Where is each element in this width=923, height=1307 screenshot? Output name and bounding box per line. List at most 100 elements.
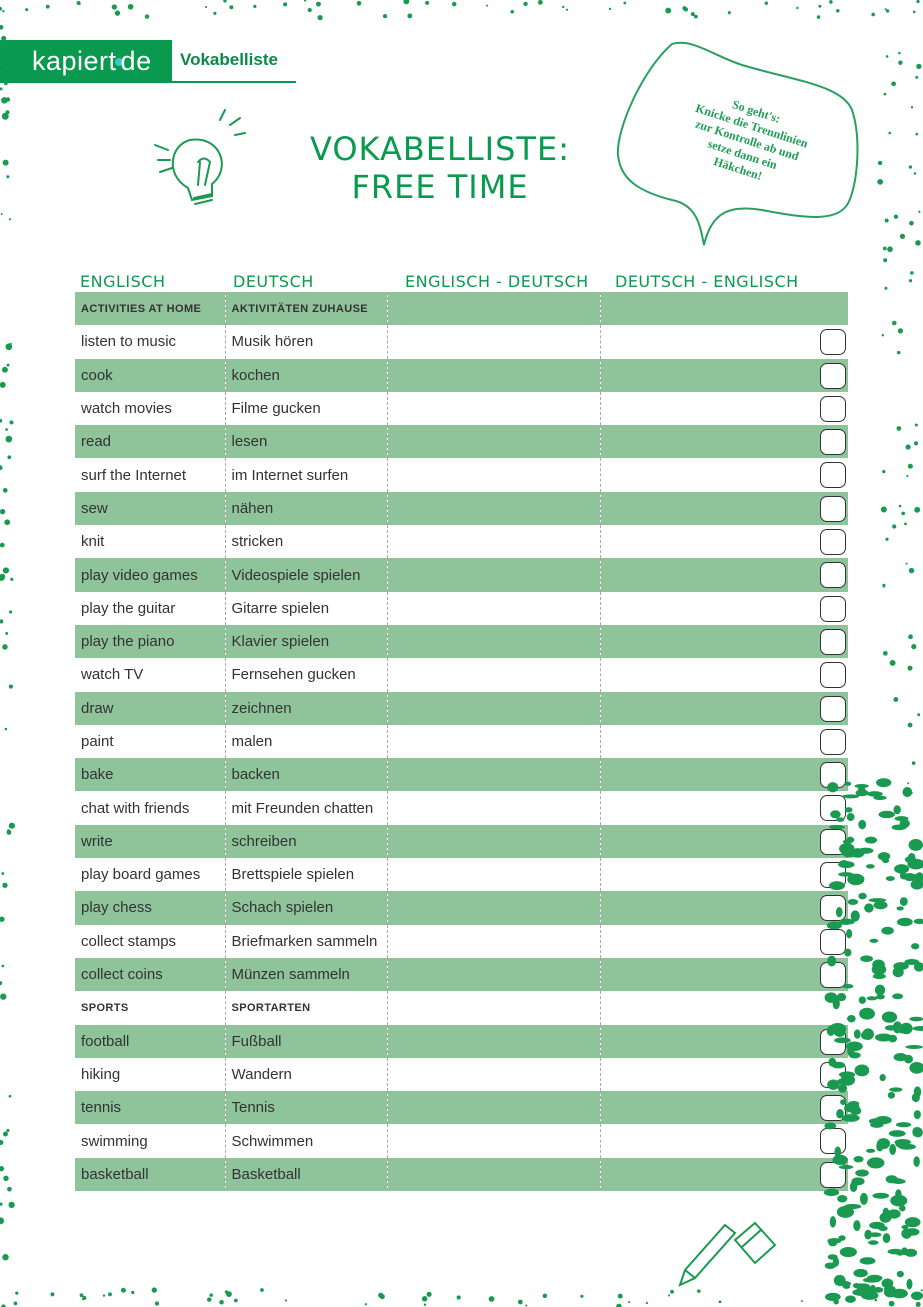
german-word: Videospiele spielen — [224, 558, 387, 592]
answer-cell-de-en[interactable] — [599, 525, 848, 559]
check-box[interactable] — [820, 695, 846, 722]
answer-cell-en-de[interactable] — [386, 425, 600, 459]
answer-cell-de-en[interactable] — [599, 1057, 848, 1092]
check-box[interactable] — [820, 1095, 846, 1122]
english-word: bake — [75, 758, 225, 792]
check-box[interactable] — [820, 462, 846, 489]
answer-cell-de-en[interactable] — [599, 624, 848, 659]
check-box[interactable] — [820, 1128, 846, 1155]
kapiert-logo: kapiert de — [0, 40, 172, 83]
check-box[interactable] — [820, 728, 846, 755]
answer-cell-en-de[interactable] — [386, 292, 600, 326]
english-word: play the guitar — [81, 599, 176, 617]
answer-cell-en-de[interactable] — [386, 458, 600, 492]
answer-cell-en-de[interactable] — [386, 1091, 600, 1125]
answer-cell-de-en[interactable] — [599, 425, 848, 459]
german-word: SPORTARTEN — [224, 991, 387, 1025]
answer-cell-en-de[interactable] — [386, 325, 600, 359]
answer-cell-en-de[interactable] — [386, 858, 600, 892]
english-word: knit — [81, 533, 105, 551]
answer-cell-en-de[interactable] — [386, 624, 600, 659]
english-word: paint — [81, 733, 114, 750]
answer-cell-en-de[interactable] — [386, 791, 600, 825]
answer-cell-en-de[interactable] — [386, 691, 600, 725]
check-box[interactable] — [820, 828, 846, 855]
lightbulb-icon — [154, 109, 246, 205]
english-word: basketball — [75, 1157, 225, 1192]
answer-cell-en-de[interactable] — [386, 491, 600, 526]
check-box[interactable] — [820, 1061, 846, 1088]
check-box[interactable] — [820, 595, 846, 622]
answer-cell-de-en[interactable] — [599, 325, 848, 359]
check-box[interactable] — [820, 928, 846, 955]
answer-cell-en-de[interactable] — [386, 358, 600, 392]
german-word: Fußball — [224, 1024, 387, 1058]
check-box[interactable] — [820, 429, 846, 456]
answer-cell-en-de[interactable] — [386, 758, 600, 792]
check-box[interactable] — [820, 329, 846, 356]
answer-cell-de-en[interactable] — [599, 1124, 848, 1158]
answer-cell-de-en[interactable] — [599, 391, 848, 426]
check-box[interactable] — [820, 362, 846, 389]
answer-cell-de-en[interactable] — [599, 758, 848, 792]
answer-cell-en-de[interactable] — [386, 991, 600, 1025]
check-box[interactable] — [820, 795, 846, 822]
check-box[interactable] — [820, 1161, 846, 1188]
answer-cell-en-de[interactable] — [386, 924, 600, 958]
check-box[interactable] — [820, 762, 846, 789]
check-box[interactable] — [820, 862, 846, 889]
answer-cell-de-en[interactable] — [599, 1091, 848, 1125]
english-word: watch movies — [81, 400, 172, 418]
english-word: hiking — [81, 1065, 121, 1083]
answer-cell-en-de[interactable] — [386, 1057, 600, 1092]
table-row: bake backen — [75, 758, 848, 792]
answer-cell-en-de[interactable] — [386, 1124, 600, 1158]
german-word: Münzen sammeln — [224, 957, 387, 992]
answer-cell-en-de[interactable] — [386, 658, 600, 692]
answer-cell-de-en[interactable] — [599, 1157, 848, 1192]
answer-cell-en-de[interactable] — [386, 724, 600, 759]
answer-cell-de-en[interactable] — [599, 858, 848, 892]
check-box[interactable] — [820, 395, 846, 422]
english-word: draw — [75, 691, 225, 725]
answer-cell-de-en[interactable] — [599, 691, 848, 725]
answer-cell-de-en[interactable] — [599, 891, 848, 925]
answer-cell-en-de[interactable] — [386, 891, 600, 925]
answer-cell-en-de[interactable] — [386, 957, 600, 992]
answer-cell-en-de[interactable] — [386, 558, 600, 592]
check-box[interactable] — [820, 1028, 846, 1055]
answer-cell-en-de[interactable] — [386, 1157, 600, 1192]
answer-cell-en-de[interactable] — [386, 1024, 600, 1058]
answer-cell-de-en[interactable] — [599, 491, 848, 526]
answer-cell-de-en[interactable] — [599, 724, 848, 759]
answer-cell-de-en[interactable] — [599, 591, 848, 625]
english-word: surf the Internet — [81, 466, 187, 484]
answer-cell-en-de[interactable] — [386, 591, 600, 625]
check-box[interactable] — [820, 662, 846, 689]
check-box[interactable] — [820, 895, 846, 922]
answer-cell-de-en[interactable] — [599, 358, 848, 392]
table-row: play board games Brettspiele spielen — [75, 858, 848, 892]
check-box[interactable] — [820, 961, 846, 988]
table-row: surf the Internet im Internet surfen — [75, 458, 848, 492]
answer-cell-de-en[interactable] — [599, 991, 848, 1025]
answer-cell-en-de[interactable] — [386, 525, 600, 559]
check-box[interactable] — [820, 628, 846, 655]
answer-cell-de-en[interactable] — [599, 924, 848, 958]
answer-cell-de-en[interactable] — [599, 658, 848, 692]
check-box[interactable] — [820, 529, 846, 556]
answer-cell-de-en[interactable] — [599, 791, 848, 825]
answer-cell-de-en[interactable] — [599, 458, 848, 492]
answer-cell-de-en[interactable] — [599, 824, 848, 859]
check-box[interactable] — [820, 495, 846, 522]
answer-cell-en-de[interactable] — [386, 391, 600, 426]
answer-cell-de-en[interactable] — [599, 957, 848, 992]
english-word: football — [75, 1024, 225, 1058]
answer-cell-de-en[interactable] — [599, 558, 848, 592]
table-row: draw zeichnen — [75, 691, 848, 725]
check-box[interactable] — [820, 562, 846, 589]
answer-cell-de-en[interactable] — [599, 292, 848, 326]
answer-cell-de-en[interactable] — [599, 1024, 848, 1058]
answer-cell-en-de[interactable] — [386, 824, 600, 859]
german-word: zeichnen — [224, 691, 387, 725]
